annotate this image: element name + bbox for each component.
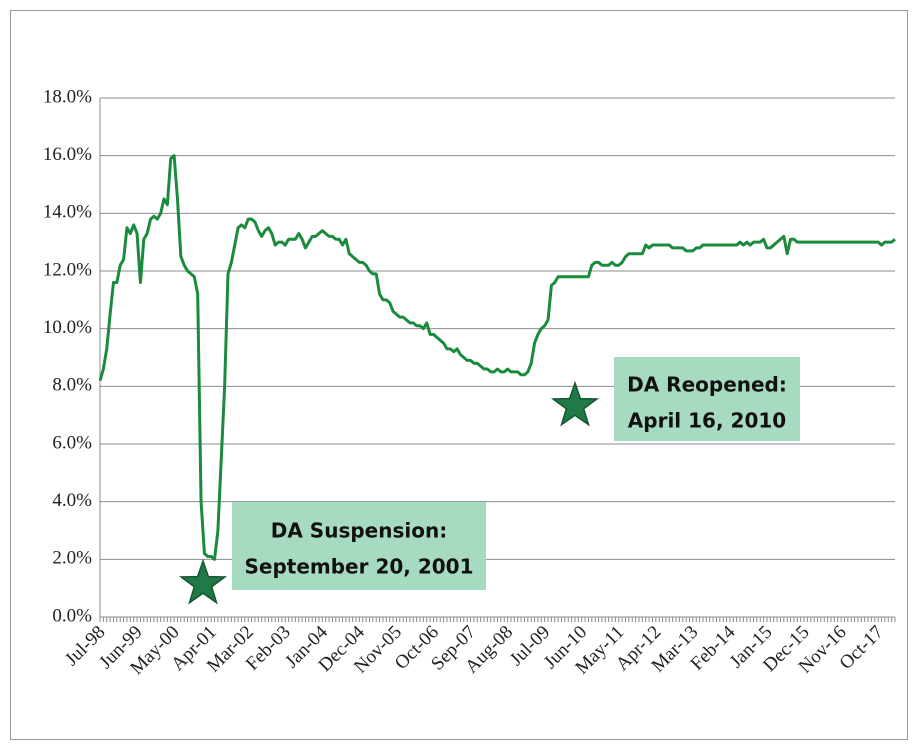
y-tick-label: 0.0%: [52, 605, 92, 626]
y-tick-label: 18.0%: [43, 86, 92, 107]
y-tick-label: 14.0%: [43, 202, 92, 223]
annotation-text: April 16, 2010: [628, 409, 786, 433]
y-tick-label: 12.0%: [43, 259, 92, 280]
annotation-text: September 20, 2001: [244, 555, 473, 579]
annotation-text: DA Suspension:: [271, 519, 447, 543]
data-line: [98, 154, 896, 561]
y-tick-label: 10.0%: [43, 317, 92, 338]
y-tick-label: 16.0%: [43, 144, 92, 165]
y-tick-label: 2.0%: [52, 548, 92, 569]
y-tick-label: 4.0%: [52, 490, 92, 511]
y-tick-label: 6.0%: [52, 432, 92, 453]
plot: [98, 154, 896, 561]
y-tick-label: 8.0%: [52, 375, 92, 396]
star-marker: [178, 558, 228, 605]
annotation-box: [614, 357, 800, 441]
annotation-box: [232, 502, 486, 590]
annotation-text: DA Reopened:: [627, 373, 787, 397]
star-marker: [550, 380, 600, 427]
